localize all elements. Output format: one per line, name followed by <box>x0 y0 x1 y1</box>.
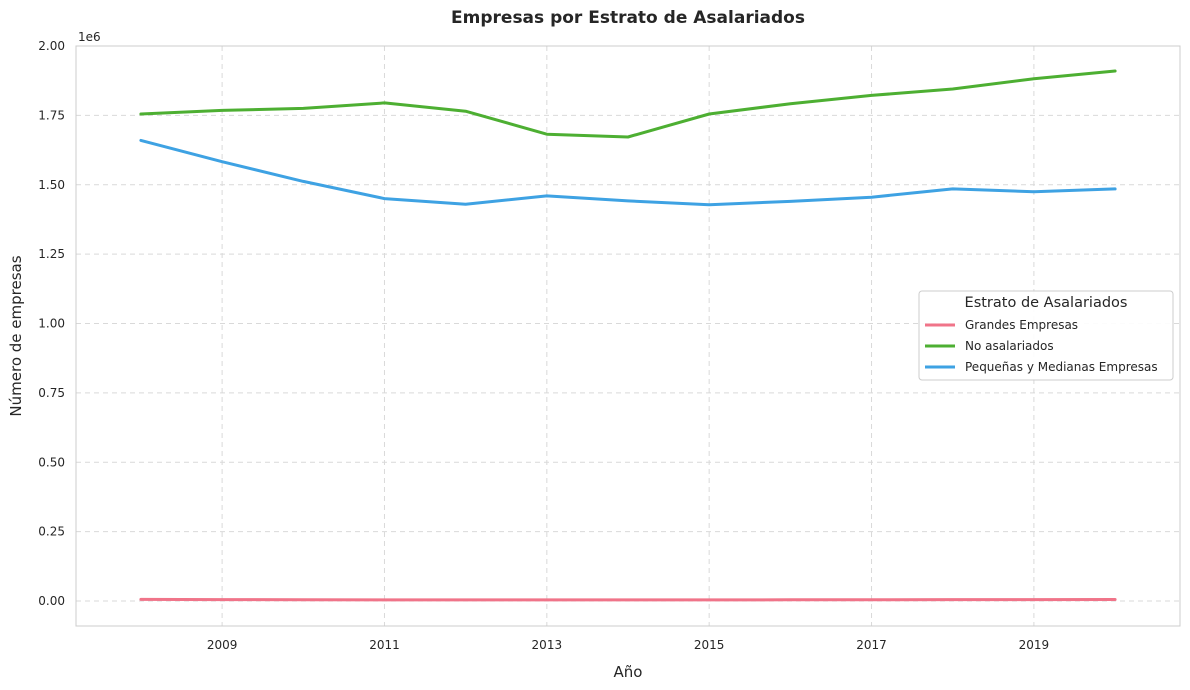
legend-title: Estrato de Asalariados <box>965 295 1128 311</box>
series-line <box>139 597 1117 602</box>
y-tick-label: 1.50 <box>38 178 65 192</box>
series-line <box>139 138 1117 207</box>
legend: Estrato de Asalariados Grandes Empresas N… <box>918 290 1174 381</box>
legend-label: No asalariados <box>965 339 1054 353</box>
legend-box <box>918 290 1174 381</box>
series-lines <box>139 69 1117 602</box>
y-tick-label: 1.25 <box>38 247 65 261</box>
plot-area <box>75 45 1181 627</box>
y-tick-label: 0.25 <box>38 525 65 539</box>
y-tick-label: 1.00 <box>38 317 65 331</box>
x-axis-label: Año <box>614 663 643 681</box>
chart-title: Empresas por Estrato de Asalariados <box>451 8 805 28</box>
x-tick-label: 2019 <box>1019 638 1050 652</box>
tick-labels: 2009 2011 2013 2015 2017 2019 0.00 0.25 0.50 0.75… <box>38 39 1049 652</box>
x-tick-label: 2009 <box>207 638 238 652</box>
y-tick-label: 0.50 <box>38 455 65 469</box>
x-tick-label: 2015 <box>694 638 725 652</box>
series-line <box>139 69 1117 139</box>
legend-items: Grandes Empresas No asalariados Pequeñas y… <box>925 318 1158 374</box>
y-tick-label: 0.75 <box>38 386 65 400</box>
y-axis-label: Número de empresas <box>7 255 25 416</box>
x-tick-label: 2013 <box>532 638 563 652</box>
x-tick-label: 2017 <box>856 638 887 652</box>
y-tick-label: 2.00 <box>38 39 65 53</box>
legend-label: Grandes Empresas <box>965 318 1078 332</box>
y-offset-label: 1e6 <box>78 30 101 44</box>
x-tick-label: 2011 <box>369 638 400 652</box>
y-tick-label: 1.75 <box>38 108 65 122</box>
legend-label: Pequeñas y Medianas Empresas <box>965 360 1158 374</box>
y-tick-label: 0.00 <box>38 594 65 608</box>
